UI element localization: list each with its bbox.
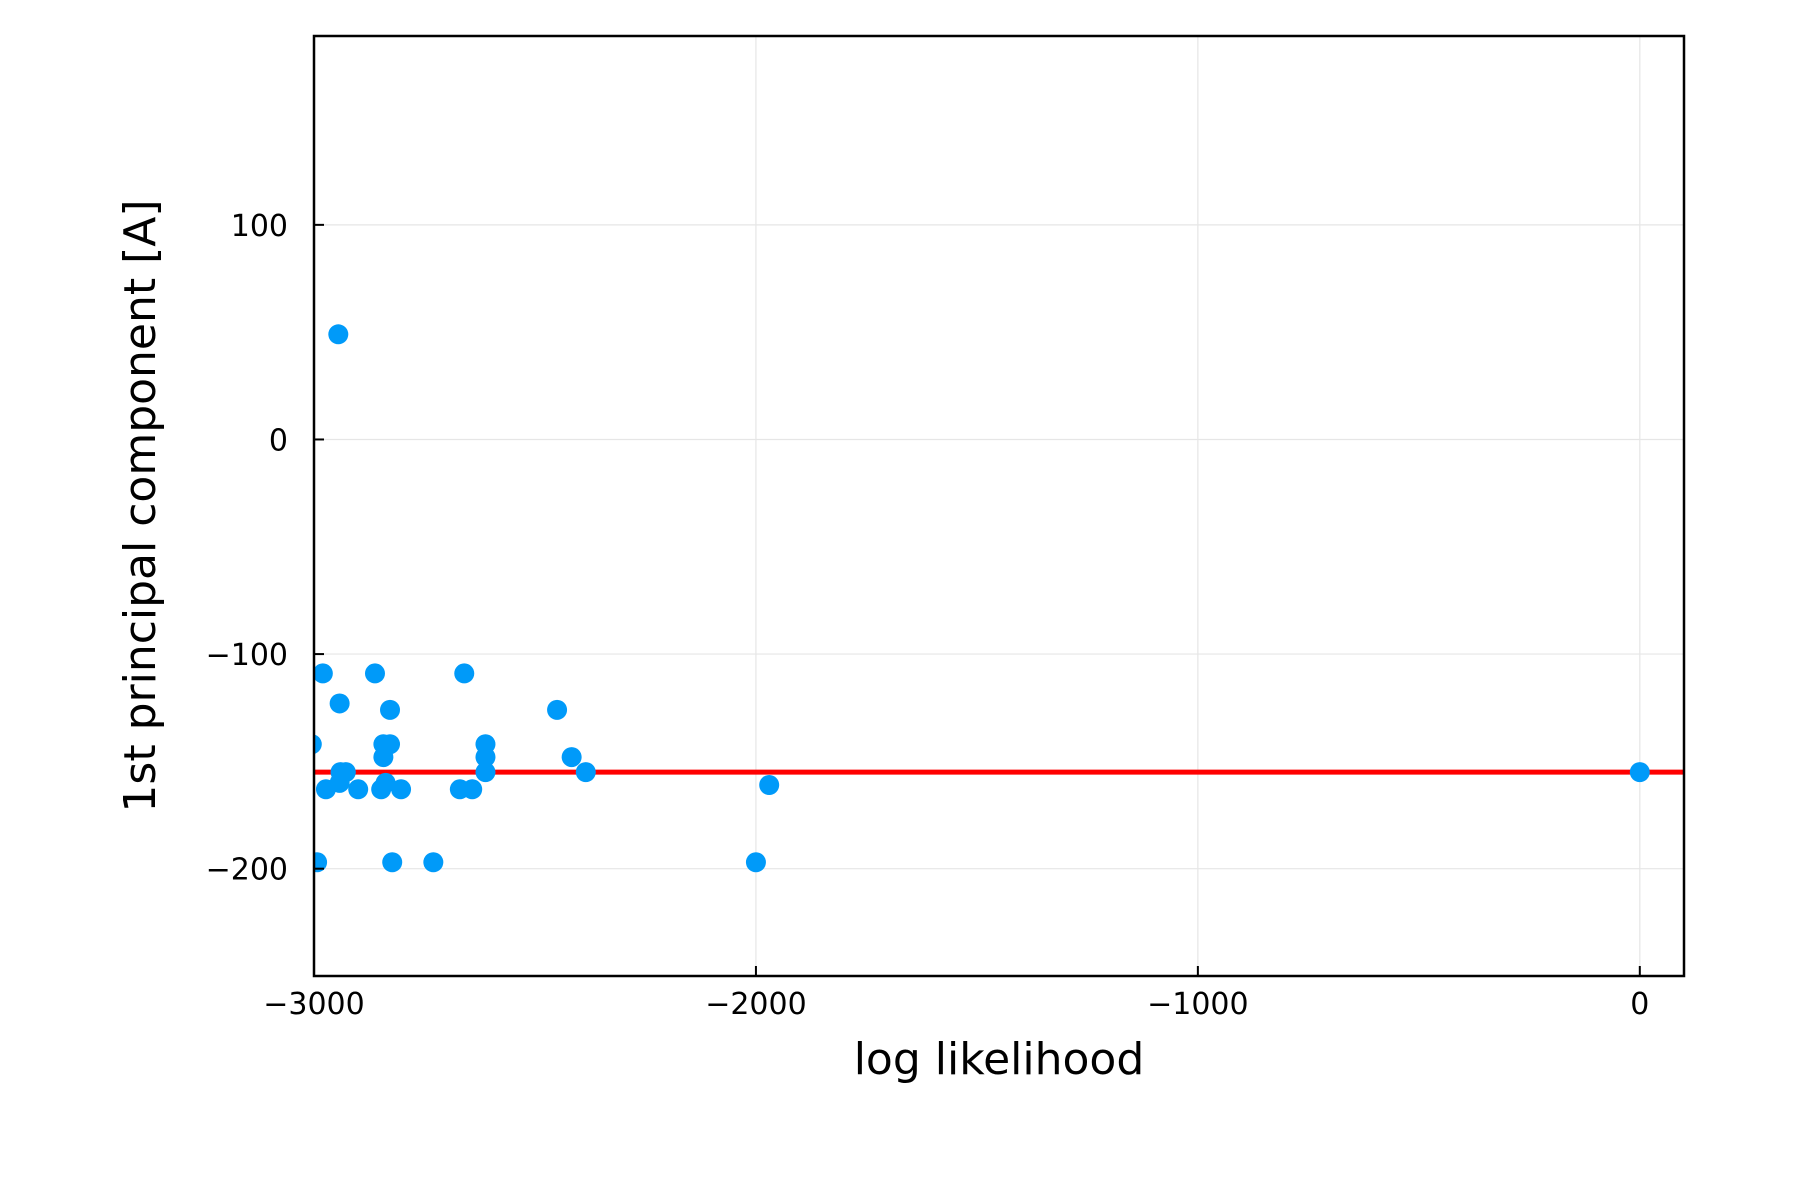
y-tick-label: −100: [206, 638, 288, 673]
plot-frame: [312, 34, 1686, 978]
scatter-point: [745, 852, 766, 873]
scatter-point: [561, 747, 582, 768]
scatter-point: [315, 779, 336, 800]
x-axis-title: log likelihood: [854, 1034, 1145, 1085]
scatter-point: [575, 762, 596, 783]
x-tick-label: −2000: [705, 987, 806, 1022]
scatter-point: [329, 693, 350, 714]
scatter-point: [462, 779, 483, 800]
scatter-point: [364, 663, 385, 684]
scatter-point: [314, 734, 322, 754]
y-tick-label: 0: [269, 423, 288, 458]
x-tick-label: −1000: [1147, 987, 1248, 1022]
scatter-point: [371, 779, 392, 800]
scatter-point: [759, 774, 780, 795]
scatter-point: [1629, 762, 1650, 783]
y-tick-label: 100: [231, 209, 288, 244]
scatter-point: [454, 663, 475, 684]
x-tick-label: 0: [1630, 987, 1649, 1022]
scatter-point: [380, 699, 401, 720]
y-tick-label: −200: [206, 853, 288, 888]
scatter-point: [328, 324, 349, 345]
scatter-point: [373, 747, 394, 768]
scatter-point: [475, 762, 496, 783]
plot-marks: [314, 324, 1684, 873]
y-axis-title: 1st principal component [A]: [115, 199, 166, 812]
scatter-point: [547, 699, 568, 720]
scatter-point: [475, 747, 496, 768]
scatter-point: [314, 663, 333, 684]
scatter-point: [391, 779, 412, 800]
scatter-point: [382, 852, 403, 873]
grid: [313, 36, 1684, 976]
scatter-point: [314, 852, 328, 873]
scatter-point: [348, 779, 369, 800]
x-tick-label: −3000: [263, 987, 364, 1022]
scatter-point: [423, 852, 444, 873]
